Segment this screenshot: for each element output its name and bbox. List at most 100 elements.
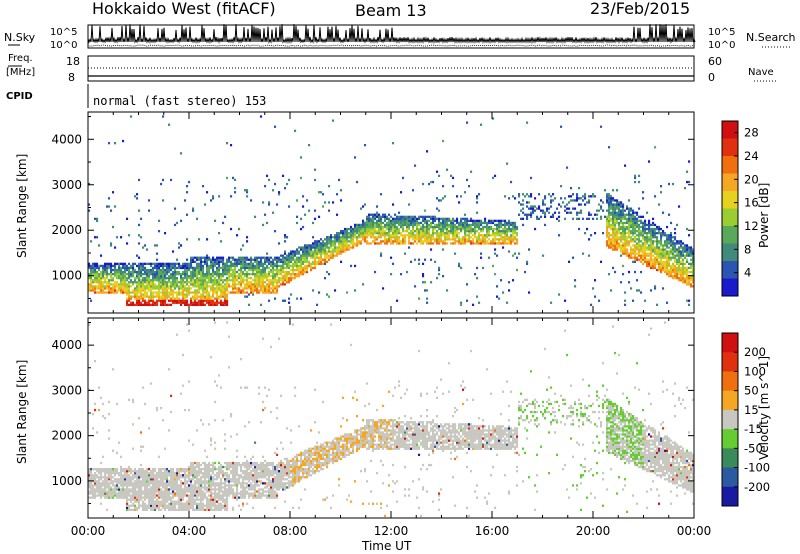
range-cell bbox=[472, 240, 475, 243]
range-cell bbox=[114, 205, 117, 208]
range-cell bbox=[272, 283, 275, 286]
range-cell bbox=[136, 270, 139, 274]
range-cell bbox=[678, 242, 681, 245]
range-cell bbox=[152, 502, 155, 505]
range-cell bbox=[642, 227, 645, 231]
range-cell bbox=[530, 176, 533, 180]
range-cell bbox=[256, 273, 259, 276]
range-cell bbox=[250, 277, 253, 280]
range-cell bbox=[172, 250, 175, 253]
range-cell bbox=[512, 230, 515, 233]
range-cell bbox=[210, 297, 213, 300]
range-cell bbox=[436, 242, 439, 245]
range-cell bbox=[268, 201, 271, 204]
range-cell bbox=[678, 273, 681, 276]
range-cell bbox=[228, 264, 231, 268]
range-cell bbox=[234, 191, 237, 194]
range-cell bbox=[364, 225, 367, 229]
range-cell bbox=[340, 199, 343, 202]
range-cell bbox=[132, 470, 135, 473]
range-cell bbox=[128, 504, 131, 507]
range-cell bbox=[296, 264, 299, 268]
range-cell bbox=[224, 287, 227, 290]
range-cell bbox=[304, 248, 307, 251]
range-cell bbox=[212, 266, 215, 270]
range-cell bbox=[116, 273, 119, 276]
range-cell bbox=[276, 203, 279, 206]
range-cell bbox=[132, 264, 135, 268]
range-cell bbox=[120, 465, 123, 469]
range-cell bbox=[478, 236, 481, 239]
range-cell bbox=[142, 386, 145, 389]
range-cell bbox=[544, 197, 547, 200]
range-cell bbox=[116, 492, 119, 495]
range-cell bbox=[654, 232, 657, 235]
range-cell bbox=[238, 277, 241, 280]
range-cell bbox=[486, 240, 489, 243]
range-cell bbox=[588, 211, 591, 214]
range-cell bbox=[162, 281, 165, 284]
range-cell bbox=[100, 277, 103, 280]
range-cell bbox=[448, 219, 451, 222]
range-cell bbox=[312, 266, 315, 270]
range-cell bbox=[448, 225, 451, 229]
range-cell bbox=[396, 219, 399, 222]
range-cell bbox=[124, 279, 127, 282]
range-cell bbox=[204, 295, 207, 298]
range-cell bbox=[136, 486, 139, 489]
range-cell bbox=[256, 256, 259, 259]
range-cell bbox=[424, 281, 427, 284]
range-cell bbox=[328, 250, 331, 253]
range-cell bbox=[194, 268, 197, 272]
range-cell bbox=[242, 244, 245, 247]
range-cell bbox=[194, 299, 197, 302]
range-cell bbox=[568, 195, 571, 198]
range-cell bbox=[242, 264, 245, 268]
range-cell bbox=[258, 260, 261, 263]
range-cell bbox=[666, 264, 669, 268]
range-cell bbox=[274, 273, 277, 276]
range-cell bbox=[262, 264, 265, 268]
range-cell bbox=[396, 217, 399, 220]
range-cell bbox=[640, 225, 643, 229]
range-cell bbox=[462, 242, 465, 245]
range-cell bbox=[318, 250, 321, 253]
range-cell bbox=[252, 285, 255, 288]
range-cell bbox=[102, 270, 105, 274]
range-cell bbox=[128, 287, 131, 290]
range-cell bbox=[88, 470, 91, 473]
range-cell bbox=[340, 189, 343, 192]
range-cell bbox=[144, 476, 147, 479]
range-cell bbox=[192, 260, 195, 263]
range-cell bbox=[138, 478, 141, 481]
range-cell bbox=[166, 270, 169, 274]
range-cell bbox=[366, 240, 369, 243]
range-cell bbox=[266, 287, 269, 290]
range-cell bbox=[662, 262, 665, 265]
range-cell bbox=[102, 490, 105, 493]
range-cell bbox=[218, 297, 221, 300]
range-cell bbox=[328, 273, 331, 276]
range-cell bbox=[154, 264, 157, 268]
range-cell bbox=[620, 244, 623, 247]
range-cell bbox=[204, 291, 207, 294]
range-cell bbox=[674, 260, 677, 263]
range-cell bbox=[334, 244, 337, 247]
range-cell bbox=[650, 234, 653, 237]
range-cell bbox=[672, 244, 675, 247]
range-cell bbox=[328, 242, 331, 245]
range-cell bbox=[480, 234, 483, 237]
range-cell bbox=[250, 199, 253, 202]
range-cell bbox=[200, 264, 203, 268]
range-cell bbox=[284, 234, 287, 237]
range-cell bbox=[664, 242, 667, 245]
range-cell bbox=[196, 291, 199, 294]
range-cell bbox=[156, 482, 159, 485]
range-cell bbox=[90, 299, 93, 302]
range-cell bbox=[104, 490, 107, 493]
range-cell bbox=[246, 273, 249, 276]
range-cell bbox=[294, 262, 297, 265]
range-cell bbox=[152, 273, 155, 276]
range-cell bbox=[126, 470, 129, 473]
range-cell bbox=[206, 299, 209, 302]
